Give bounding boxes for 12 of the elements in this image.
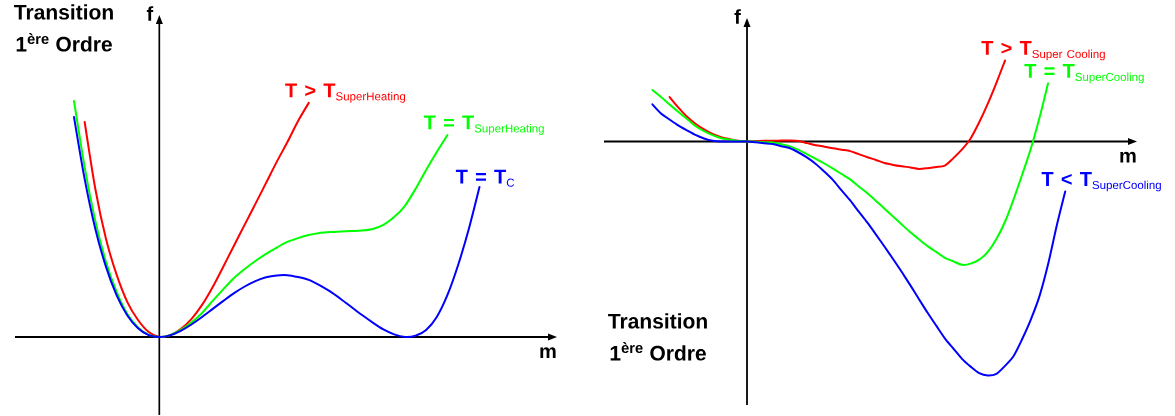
- series-label: $\textbf{T = T}_{\text{C}}$: [455, 169, 515, 187]
- chart-title: Transition 1$^{ère}$ Ordre: [14, 4, 113, 52]
- y-axis-title: f: [146, 6, 154, 21]
- text: Transition 1$^{ère}$ Ordre: [608, 313, 707, 361]
- text: $\textbf{T > T}_{\text{Super Cooling}}$: [981, 41, 1105, 61]
- y-axis-title: f: [734, 9, 741, 24]
- x-axis-title: m: [540, 347, 556, 358]
- text: $\textbf{T > T}_{\text{SuperHeating}}$: [285, 83, 406, 103]
- text: $\textbf{T < T}_{\text{SuperCooling}}$: [1041, 172, 1161, 192]
- text: $\textbf{T = T}_{\text{SuperCooling}}$: [1024, 64, 1144, 84]
- x-axis-title: m: [1120, 151, 1136, 163]
- series-label: $\textbf{T = T}_{\text{SuperHeating}}$: [423, 115, 544, 135]
